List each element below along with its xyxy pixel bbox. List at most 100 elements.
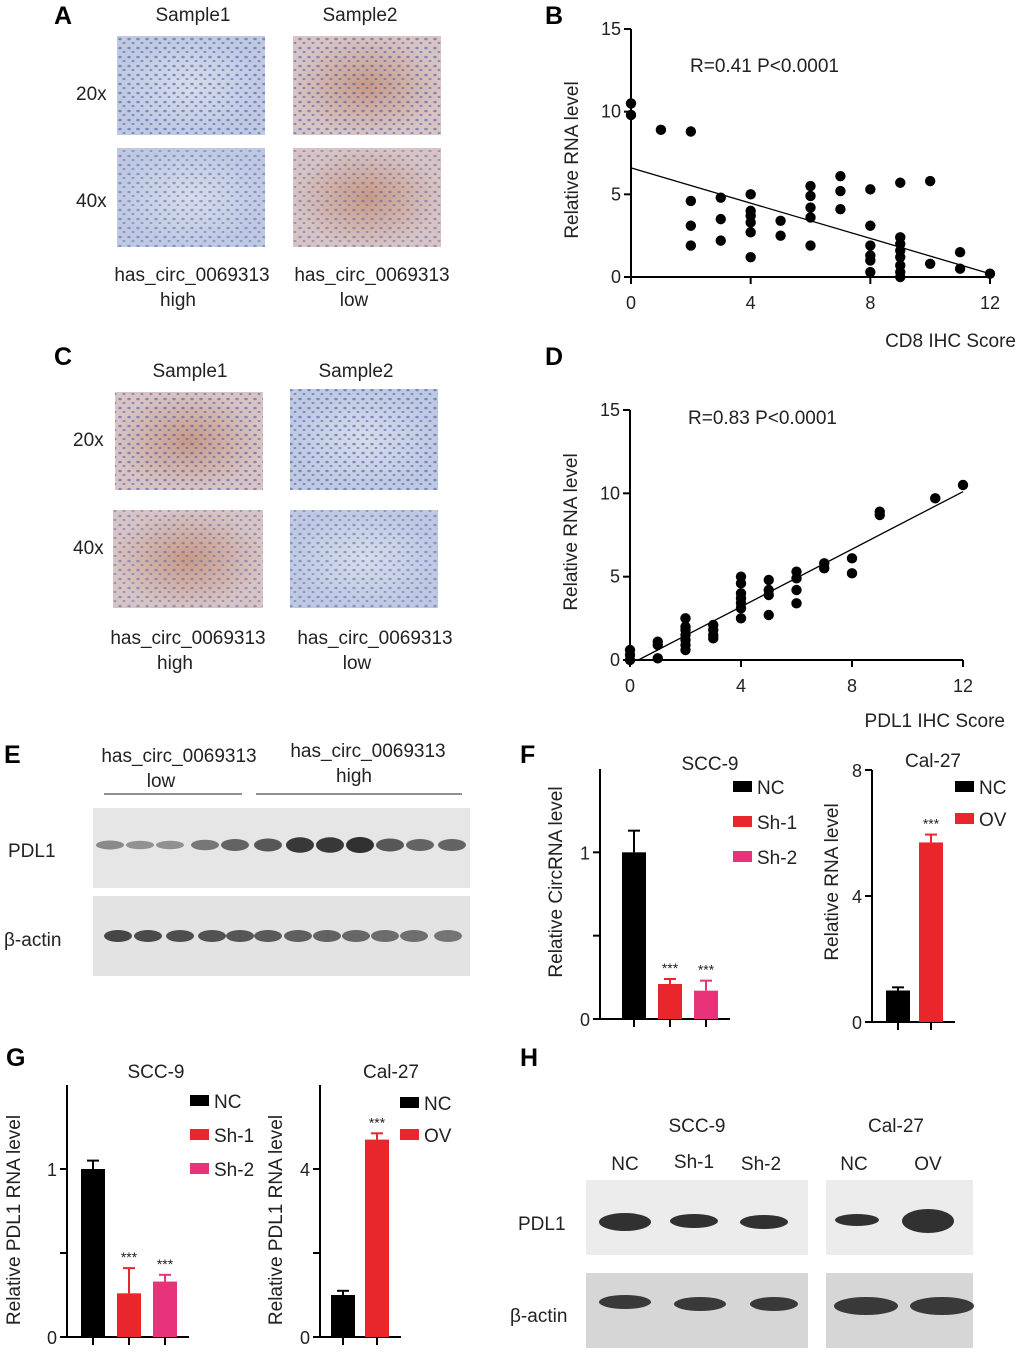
y-tick-label: 0 — [610, 650, 620, 670]
data-point — [715, 213, 726, 225]
blot-band — [670, 1214, 718, 1228]
blot-band — [126, 840, 154, 850]
legend-swatch — [733, 851, 752, 862]
legend-label: NC — [979, 778, 1006, 799]
blot-band — [902, 1209, 954, 1233]
blot-band — [750, 1297, 798, 1311]
ihc-image-a-s1-40x — [117, 148, 265, 247]
legend-label: OV — [979, 810, 1007, 831]
panel-letter: F — [520, 741, 535, 769]
panel-letter-a: A — [54, 2, 72, 30]
significance-marker: *** — [369, 1114, 386, 1130]
caption-c1-line2: high — [157, 653, 193, 674]
y-axis-label: Relative PDL1 RNA level — [4, 1115, 25, 1325]
lane-label: Sh-1 — [674, 1152, 714, 1173]
y-tick-label: 5 — [610, 567, 620, 587]
row-label-actin: β-actin — [4, 930, 61, 951]
data-point — [865, 240, 876, 251]
ihc-image-a-s2-40x — [293, 148, 441, 247]
y-axis-label: Relative RNA level — [822, 803, 843, 960]
lane-label: NC — [840, 1154, 867, 1175]
data-point — [846, 553, 858, 564]
caption-a2-line2: low — [340, 290, 369, 311]
blot-band — [313, 930, 341, 942]
group-label-high-line1: has_circ_0069313 — [290, 741, 445, 762]
data-point — [735, 578, 747, 589]
significance-marker: *** — [662, 960, 679, 976]
data-point — [791, 573, 802, 584]
blot-band — [438, 839, 466, 851]
blot-bands-h — [599, 1209, 974, 1315]
x-tick-label: 8 — [865, 293, 875, 313]
row-label-20x: 20x — [76, 84, 107, 105]
y-tick-label: 10 — [601, 102, 621, 122]
data-point — [763, 609, 774, 621]
row-label-40x: 40x — [73, 538, 104, 559]
legend-swatch — [400, 1097, 419, 1108]
blot-band — [96, 840, 124, 850]
x-tick-label: 0 — [625, 676, 635, 696]
data-point — [954, 263, 966, 274]
caption-a2-line1: has_circ_0069313 — [294, 265, 449, 286]
data-point — [791, 584, 802, 596]
correlation-annotation: R=0.83 P<0.0001 — [688, 408, 837, 429]
ihc-image-a-s1-20x — [117, 36, 265, 135]
data-point — [775, 215, 786, 226]
blot-band — [191, 839, 219, 851]
data-point — [865, 184, 876, 195]
data-point — [865, 266, 876, 278]
panel-letter-c: C — [54, 343, 72, 371]
data-point — [655, 124, 667, 136]
blot-band — [740, 1215, 788, 1229]
y-axis-label: Relative PDL1 RNA level — [266, 1115, 287, 1325]
data-point — [924, 258, 936, 269]
panel-letter-e: E — [4, 741, 21, 769]
legend-swatch — [733, 816, 752, 827]
y-tick-label: 0 — [47, 1328, 57, 1348]
y-tick-label: 8 — [852, 761, 862, 781]
y-tick-label: 1 — [580, 843, 590, 863]
data-point — [874, 509, 885, 521]
y-tick-label: 10 — [600, 483, 620, 503]
ihc-image-c-s2-20x — [290, 389, 438, 490]
chart-g2: Cal-27 Relative PDL1 RNA level 0 4 *** NC OV — [266, 1062, 452, 1348]
data-point — [895, 177, 906, 188]
data-point — [805, 202, 816, 213]
row-label-pdl1: PDL1 — [8, 841, 56, 862]
data-point — [708, 633, 719, 644]
column-label-sample1: Sample1 — [153, 361, 228, 382]
caption-a1-line2: high — [160, 290, 196, 311]
blot-band — [156, 840, 184, 850]
y-tick-label: 1 — [47, 1160, 57, 1180]
bar-nc — [81, 1169, 105, 1337]
data-point — [763, 589, 774, 601]
chart-title: SCC-9 — [681, 754, 738, 775]
data-point — [895, 251, 906, 263]
y-tick-label: 0 — [580, 1010, 590, 1030]
group-label-high-line2: high — [336, 766, 372, 787]
correlation-annotation: R=0.41 P<0.0001 — [690, 56, 839, 77]
y-tick-label: 15 — [600, 400, 620, 420]
data-point — [930, 493, 941, 504]
legend-label: Sh-2 — [214, 1160, 254, 1181]
row-label-40x: 40x — [76, 191, 107, 212]
blot-band — [371, 930, 399, 942]
legend-label: Sh-1 — [214, 1126, 254, 1147]
legend-swatch — [190, 1163, 209, 1174]
data-point — [835, 204, 846, 215]
bar-sh-1 — [658, 984, 682, 1019]
y-tick-label: 4 — [852, 887, 862, 907]
legend-swatch — [190, 1129, 209, 1140]
ihc-image-c-s1-20x — [115, 392, 263, 490]
chart-b: B 0 5 10 15 0 4 8 12 R=0.41 P<0.0001 CD8 IHC Score… — [545, 2, 1016, 352]
data-point — [745, 251, 756, 263]
x-tick-label: 8 — [847, 676, 857, 696]
data-point — [835, 170, 846, 182]
chart-title: Cal-27 — [363, 1062, 419, 1083]
y-tick-label: 0 — [300, 1328, 310, 1348]
data-point — [763, 574, 774, 586]
blot-band — [226, 930, 254, 942]
data-point — [984, 268, 996, 279]
bar-nc — [331, 1295, 355, 1337]
lane-label: NC — [611, 1154, 638, 1175]
